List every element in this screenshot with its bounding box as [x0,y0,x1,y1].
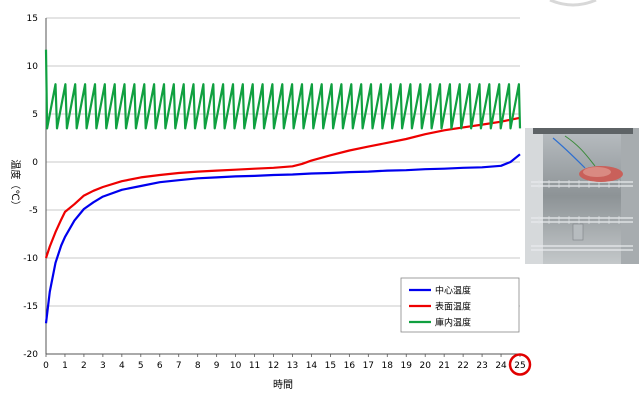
y-tick-label: 0 [32,158,38,168]
x-tick-label: 19 [401,361,413,371]
y-tick-label: -15 [23,302,38,312]
x-tick-label: 20 [419,361,431,371]
x-tick-label: 2 [81,361,87,371]
highlight-circle [508,353,532,376]
x-tick-label: 21 [438,361,449,371]
x-tick-label: 14 [306,361,318,371]
x-tick-label: 9 [214,361,220,371]
legend-label: 表面温度 [435,301,471,313]
x-tick-label: 17 [363,361,374,371]
y-tick-label: -5 [29,206,38,216]
x-tick-label: 12 [268,361,279,371]
x-tick-label: 0 [43,361,49,371]
legend-label: 庫内温度 [435,317,471,329]
x-tick-label: 4 [119,361,125,371]
x-tick-label: 15 [325,361,336,371]
x-tick-label: 1 [62,361,68,371]
x-tick-label: 24 [495,361,507,371]
y-tick-labels: 15 10 5 0 -5 -10 -15 -20 [23,14,38,360]
x-tick-label: 11 [249,361,260,371]
series-line-中心温度 [44,153,521,324]
x-tick-label: 3 [100,361,106,371]
x-tick-label: 13 [287,361,298,371]
y-tick-label: 5 [32,110,38,120]
x-axis-title: 時間 [273,379,293,391]
x-tick-label: 22 [457,361,468,371]
y-tick-label: -10 [23,254,38,264]
x-tick-label: 8 [195,361,201,371]
x-tick-label: 23 [476,361,487,371]
legend-label: 中心温度 [435,285,471,297]
series-lines [44,49,522,324]
x-tick-label: 25 [514,361,525,371]
x-tick-labels: 0 1 2 3 4 5 6 7 8 9 10 11 12 13 14 15 16 17 18 19 20 21 22 23 24… [43,354,526,371]
y-tick-label: -20 [23,350,38,360]
y-tick-label: 10 [27,62,39,72]
x-tick-label: 7 [176,361,182,371]
x-tick-label: 18 [382,361,394,371]
y-tick-label: 15 [27,14,38,24]
x-tick-label: 5 [138,361,144,371]
series-line-庫内温度 [44,49,522,130]
partial-circle-decoration [549,0,597,7]
y-axis-title: 温度（℃） [9,159,22,210]
x-tick-label: 10 [230,361,242,371]
freezer-shelf-photo-icon [525,128,639,264]
x-tick-label: 6 [157,361,163,371]
freezer-shelf-photo [525,128,639,264]
series-line-表面温度 [44,116,521,259]
x-tick-label: 16 [344,361,356,371]
